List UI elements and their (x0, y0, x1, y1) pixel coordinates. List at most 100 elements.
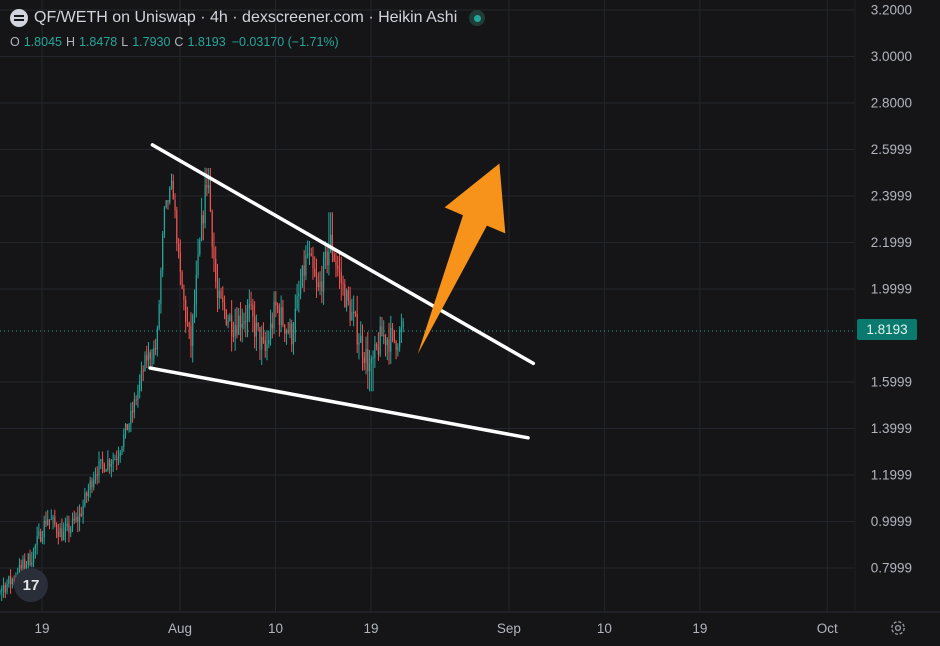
time-tick-label: 10 (268, 621, 283, 636)
candle-body (147, 352, 150, 361)
open-label: O (10, 35, 20, 49)
candle-body (400, 327, 403, 331)
candle-body (45, 520, 47, 525)
open-value: 1.8045 (23, 35, 62, 49)
candle-body (109, 460, 111, 467)
candle-body (218, 290, 220, 298)
candle-body (353, 312, 355, 314)
candle-body (32, 548, 35, 563)
candle-body (239, 315, 242, 328)
candle-body (52, 516, 54, 520)
candle-body (163, 207, 166, 235)
candle-body (146, 355, 148, 361)
time-tick-label: 19 (692, 621, 707, 636)
candle-body (34, 545, 36, 549)
candle-body (124, 423, 127, 435)
candle-body (130, 410, 132, 424)
candle-body (48, 519, 51, 521)
candle-body (356, 313, 358, 345)
candle-body (0, 591, 1, 593)
candle-body (116, 459, 118, 461)
candle-body (38, 531, 40, 537)
chart-grid (0, 0, 940, 613)
breakout-arrow[interactable] (417, 163, 506, 355)
candle-body (195, 274, 197, 305)
candle-body (208, 185, 210, 188)
time-axis[interactable]: 19 Aug 10 19 Sep 10 19 Oct (35, 621, 838, 636)
price-tick-label: 2.5999 (871, 142, 912, 157)
candle-body (63, 531, 65, 541)
candle-body (370, 358, 372, 364)
candle-body (154, 348, 157, 350)
candle-body (220, 290, 222, 298)
candle-body (11, 579, 13, 585)
candle-body (298, 294, 300, 297)
candle-body (41, 537, 44, 542)
high-value: 1.8478 (79, 35, 118, 49)
price-tick-label: 1.3999 (871, 421, 912, 436)
candle-body (156, 328, 158, 350)
candle-body (326, 251, 328, 266)
time-tick-label: Sep (497, 621, 521, 636)
candle-body (340, 271, 342, 283)
candle-body (209, 185, 212, 212)
gear-icon[interactable] (889, 619, 907, 637)
candle-body (337, 265, 339, 269)
candle-body (294, 308, 296, 334)
upper-trendline[interactable] (150, 143, 536, 366)
candle-body (153, 348, 155, 359)
candle-body (254, 316, 256, 337)
candle-body (275, 301, 277, 306)
time-tick-label: 10 (597, 621, 612, 636)
candle-body (282, 307, 284, 325)
price-axis[interactable]: 3.2000 3.0000 2.8000 2.5999 2.3999 2.1999 1.99… (871, 3, 912, 576)
candle-body (259, 327, 261, 350)
candle-body (27, 554, 29, 566)
price-tick-label: 2.8000 (871, 96, 912, 111)
candle-body (144, 355, 146, 371)
candle-body (305, 255, 307, 276)
candle-body (174, 199, 176, 211)
candle-body (199, 240, 201, 255)
price-tick-label: 3.2000 (871, 3, 912, 18)
live-status-icon[interactable] (469, 10, 486, 26)
candle-body (54, 516, 56, 525)
candle-body (399, 330, 401, 348)
candle-body (299, 286, 302, 295)
candle-body (227, 320, 229, 325)
candle-body (379, 326, 381, 355)
candle-body (190, 326, 192, 346)
candle-body (107, 460, 109, 470)
candle-body (314, 268, 316, 277)
candle-body (216, 281, 219, 298)
candle-body (338, 268, 341, 272)
candle-body (151, 358, 153, 360)
change-value: −0.03170 (−1.71%) (231, 35, 339, 49)
candle-body (328, 251, 330, 266)
candle-body (158, 304, 160, 329)
candle-body (101, 459, 104, 464)
candle-body (149, 352, 151, 359)
candle-body (391, 327, 394, 330)
candle-body (262, 337, 265, 341)
candle-body (361, 335, 364, 358)
candle-body (234, 325, 236, 337)
candle-body (75, 516, 77, 521)
tradingview-logo-icon[interactable]: 17 (14, 568, 48, 602)
candle-body (354, 312, 357, 314)
candle-body (98, 461, 100, 476)
tradingview-logo-text: 17 (22, 576, 40, 594)
candle-body (94, 474, 97, 480)
candle-body (229, 315, 231, 321)
price-tick-label: 1.5999 (871, 375, 912, 390)
candle-body (66, 523, 68, 527)
lower-trendline[interactable] (148, 366, 530, 440)
candle-body (172, 180, 174, 200)
candle-body (197, 254, 199, 275)
time-tick-label: Oct (817, 621, 838, 636)
candle-body (211, 211, 213, 248)
candle-body (89, 480, 91, 490)
candle-body (303, 265, 305, 276)
price-tick-label: 1.1999 (871, 468, 912, 483)
